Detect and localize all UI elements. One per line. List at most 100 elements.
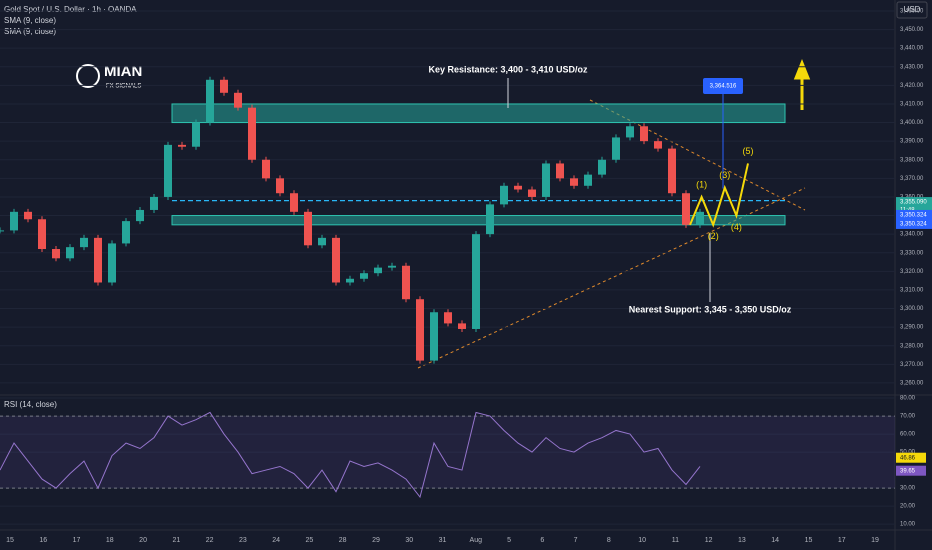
candle-body	[262, 159, 270, 179]
indicator: SMA (9, close)	[4, 27, 56, 36]
x-tick-label: 10	[638, 537, 646, 544]
price-tag-label: 3,355.090	[900, 200, 927, 206]
x-tick-label: 20	[139, 537, 147, 544]
candle-body	[346, 278, 354, 283]
y-tick-label: 3,420.00	[900, 83, 924, 89]
y-tick-label: 3,430.00	[900, 64, 924, 70]
candle-body	[52, 249, 60, 259]
candle-body	[318, 237, 326, 246]
candle-body	[696, 211, 704, 225]
x-tick-label: 21	[172, 537, 180, 544]
candle-body	[122, 221, 130, 244]
x-tick-label: 22	[206, 537, 214, 544]
logo-sub: FX SIGNALS	[106, 84, 141, 90]
x-tick-label: 12	[705, 537, 713, 544]
wave-label: (5)	[743, 146, 754, 156]
y-tick-label: 3,260.00	[900, 380, 924, 386]
candle-body	[612, 137, 620, 160]
x-tick-label: 6	[540, 537, 544, 544]
candle-body	[0, 230, 4, 232]
candle-body	[458, 323, 466, 329]
price-tag-label: 3,350.324	[900, 213, 927, 219]
y-tick-label: 70.00	[900, 414, 916, 420]
candle-body	[598, 159, 606, 175]
x-tick-label: 7	[574, 537, 578, 544]
y-tick-label: 3,400.00	[900, 120, 924, 126]
candle-body	[24, 211, 32, 220]
x-tick-label: 13	[738, 537, 746, 544]
candle-body	[444, 312, 452, 324]
x-tick-label: 24	[272, 537, 280, 544]
rsi-tag	[896, 452, 926, 463]
rsi-band	[0, 416, 895, 489]
y-tick-label: 3,280.00	[900, 343, 924, 349]
rsi-tag	[896, 465, 926, 476]
candle-body	[136, 209, 144, 222]
candle-body	[178, 144, 186, 147]
symbol: Gold Spot / U.S. Dollar · 1h · OANDA	[4, 5, 137, 14]
trend-line	[589, 99, 806, 211]
candle-body	[430, 312, 438, 361]
candle-body	[654, 141, 662, 149]
y-tick-label: 3,460.00	[900, 9, 924, 15]
x-tick-label: 28	[339, 537, 347, 544]
rsi-tag-label: 39.65	[900, 468, 916, 474]
rsi-title: RSI (14, close)	[4, 400, 57, 409]
candle-body	[164, 144, 172, 197]
x-tick-label: 16	[39, 537, 47, 544]
x-tick-label: 11	[672, 537, 679, 544]
y-tick-label: 3,290.00	[900, 325, 924, 331]
wave-label: (3)	[719, 170, 730, 180]
candle-body	[402, 265, 410, 300]
candle-body	[192, 122, 200, 147]
x-tick-label: 15	[805, 537, 813, 544]
candle-body	[514, 185, 522, 190]
y-tick-label: 80.00	[900, 396, 916, 402]
x-tick-label: 29	[372, 537, 380, 544]
x-tick-label: 17	[838, 537, 846, 544]
target-box	[703, 78, 743, 94]
rsi-line	[0, 411, 701, 499]
y-tick-label: 3,300.00	[900, 306, 924, 312]
candle-body	[682, 193, 690, 225]
candle-body	[94, 237, 102, 283]
candle-body	[248, 107, 256, 160]
x-tick-label: 30	[405, 537, 413, 544]
rsi-tag-label: 46.86	[900, 455, 916, 461]
candle-body	[388, 265, 396, 268]
wave-label: (1)	[696, 179, 707, 189]
candle-body	[234, 92, 242, 108]
candle-body	[640, 126, 648, 142]
wave-label: (2)	[708, 231, 719, 241]
candle-body	[10, 211, 18, 231]
x-tick-label: 19	[871, 537, 879, 544]
y-tick-label: 3,270.00	[900, 362, 924, 368]
x-tick-label: 25	[306, 537, 314, 544]
x-tick-label: 23	[239, 537, 247, 544]
currency-box[interactable]	[896, 1, 928, 19]
y-tick-label: 3,450.00	[900, 27, 924, 33]
candle-body	[332, 237, 340, 283]
candle-body	[220, 79, 228, 93]
projection	[689, 163, 749, 228]
candle-body	[360, 273, 368, 279]
logo-icon	[76, 64, 100, 88]
zone	[171, 215, 786, 226]
currency[interactable]: USD	[904, 5, 921, 14]
zone	[171, 103, 786, 124]
y-tick-label: 30.00	[900, 486, 916, 492]
y-tick-label: 3,340.00	[900, 232, 924, 238]
wave-label: (4)	[731, 222, 742, 232]
candle-body	[66, 247, 74, 259]
x-tick-label: Aug	[470, 537, 483, 544]
candle-body	[276, 178, 284, 194]
x-tick-label: 8	[607, 537, 611, 544]
logo: MIAN	[104, 63, 142, 80]
y-tick-label: 3,330.00	[900, 250, 924, 256]
candle-body	[556, 163, 564, 179]
candle-body	[374, 267, 382, 274]
candle-body	[500, 185, 508, 205]
x-tick-label: 14	[771, 537, 779, 544]
